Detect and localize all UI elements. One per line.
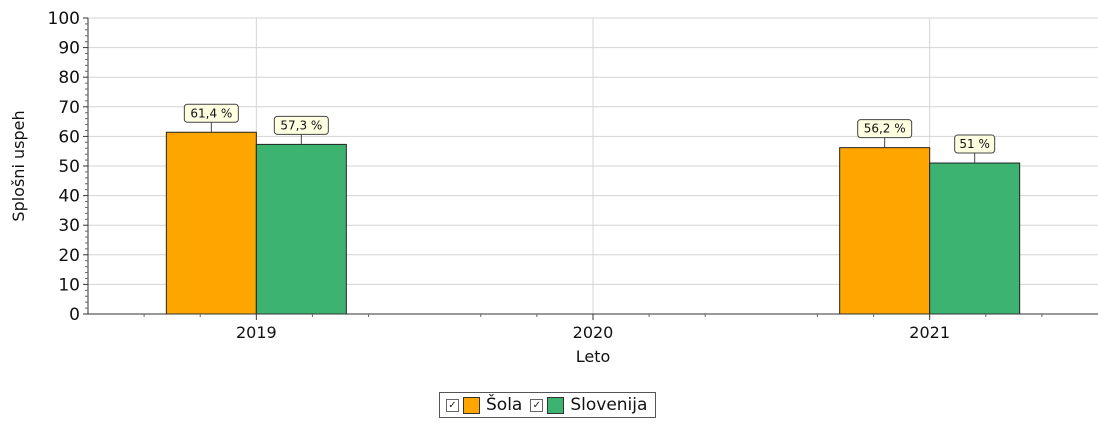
data-label: 51 % [959,137,990,151]
x-tick-label: 2021 [909,323,950,342]
y-tick-label: 10 [58,275,80,295]
bar-sola-2019[interactable] [165,131,257,315]
x-tick-label: 2020 [573,323,614,342]
y-tick-label: 0 [69,305,80,325]
x-axis-title: Leto [576,347,611,366]
y-tick-label: 20 [58,246,80,266]
y-tick-label: 70 [58,98,80,118]
legend-item-slovenija[interactable]: ✓ Slovenija [530,395,647,415]
legend-swatch-sola [463,396,480,414]
bar-slovenija-2019[interactable] [255,143,347,315]
y-tick-label: 80 [58,68,80,88]
legend-label-slovenija: Slovenija [570,395,648,415]
data-label: 57,3 % [280,118,322,132]
legend-swatch-slovenija [547,396,565,414]
checkbox-icon[interactable]: ✓ [530,398,544,412]
legend-label-sola: Šola [486,395,523,415]
data-label: 61,4 % [190,106,232,120]
y-tick-label: 90 [58,39,80,59]
legend: ✓ Šola ✓ Slovenija [439,392,657,418]
bar-sola-2021[interactable] [839,147,931,315]
bar-slovenija-2021[interactable] [929,162,1021,315]
checkbox-icon[interactable]: ✓ [446,398,459,412]
y-tick-label: 60 [58,127,80,147]
x-tick-label: 2019 [236,323,277,342]
y-tick-label: 30 [58,216,80,236]
y-tick-label: 100 [48,9,80,29]
y-axis-title: Splošni uspeh [9,110,28,221]
y-tick-label: 40 [58,187,80,207]
y-tick-label: 50 [58,157,80,177]
legend-item-sola[interactable]: ✓ Šola [446,395,522,415]
data-label: 56,2 % [864,122,906,136]
